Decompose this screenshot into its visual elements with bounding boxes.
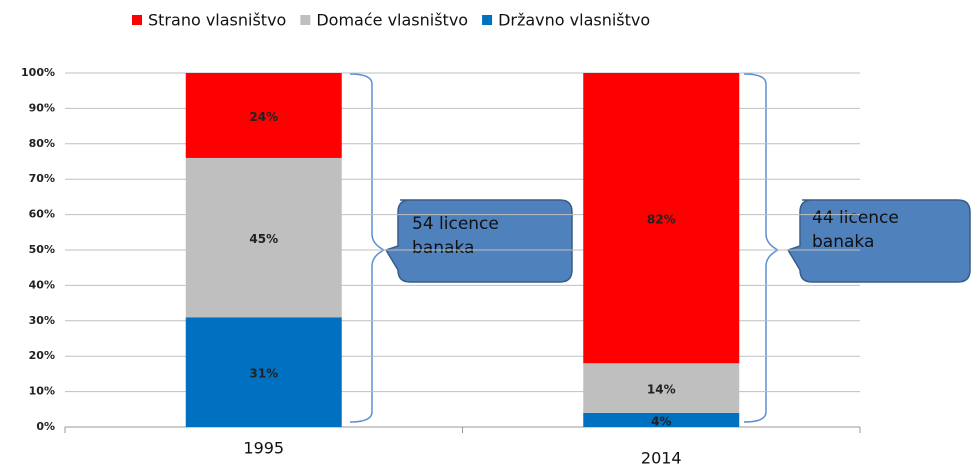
x-tick-label: 2014 [641,449,682,467]
value-label: 14% [647,383,676,397]
bar-segment [583,412,740,427]
y-tick-label: 0% [36,420,55,433]
brace [349,73,386,423]
bar-segment [185,157,342,318]
x-tick-label: 1995 [243,439,284,458]
bar-segment [185,317,342,427]
brace [743,73,780,423]
y-tick-label: 100% [21,66,55,79]
callout-box [384,199,573,283]
bar-segment [185,73,342,158]
callout: 44 licence banaka [812,208,899,252]
value-label: 4% [651,414,671,428]
legend-swatch [132,15,142,25]
y-tick-label: 80% [29,137,55,150]
y-tick-label: 20% [29,349,55,362]
y-tick-label: 60% [29,208,55,221]
bar-segment [583,73,740,364]
value-label: 45% [249,232,278,246]
bar-segment [583,363,740,413]
y-tick-label: 50% [29,243,55,256]
y-tick-label: 30% [29,314,55,327]
y-tick-label: 10% [29,385,55,398]
legend-label: Državno vlasništvo [498,11,650,30]
legend-swatch [482,15,493,25]
callout-text: 54 licence banaka [412,214,499,258]
callout-box [786,199,971,283]
y-tick-label: 40% [29,278,55,291]
legend-label: Domaće vlasništvo [316,11,468,30]
value-label: 82% [647,213,676,227]
value-label: 31% [249,367,278,381]
callout: 54 licence banaka [412,214,499,258]
legend-label: Strano vlasništvo [148,11,286,30]
value-label: 24% [249,110,278,124]
y-tick-label: 70% [29,172,55,185]
callout-text: 44 licence banaka [812,208,899,252]
y-tick-label: 90% [29,101,55,114]
legend-swatch [300,15,311,25]
